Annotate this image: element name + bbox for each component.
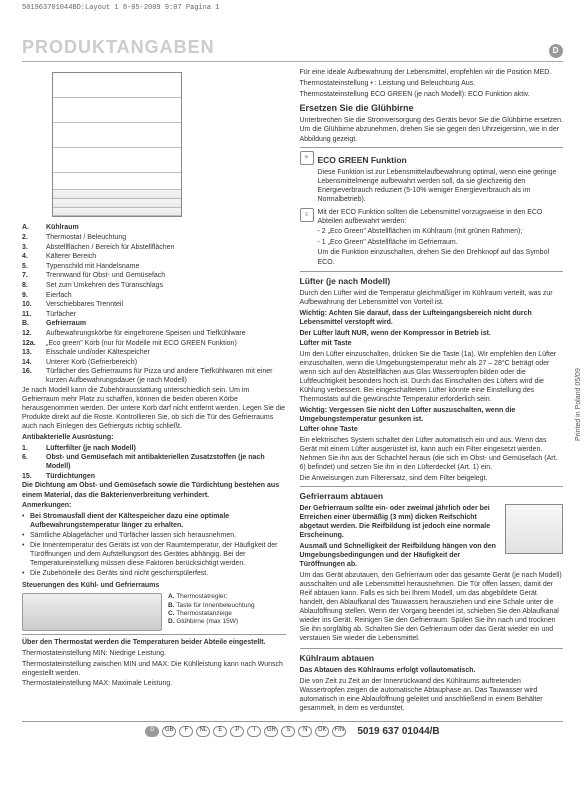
thermostat-head: Über den Thermostat werden die Temperatu… <box>22 638 286 647</box>
legend-num: A. <box>22 223 42 232</box>
lang-chip: P <box>230 726 244 737</box>
legend-text: Kühlraum <box>46 223 79 232</box>
antibak-head: Antibakterielle Ausrüstung: <box>22 433 286 442</box>
footer: D GB F NL E P I GR S N DK FIN 5019 637 0… <box>22 721 563 738</box>
eco-icon: ✳ <box>300 151 314 165</box>
lang-chip: FIN <box>332 726 346 737</box>
lang-chip: GR <box>264 726 278 737</box>
divider <box>300 486 564 487</box>
page-title: PRODUKTANGABEN <box>22 36 215 59</box>
print-origin: Printed in Poland 05/09 <box>574 368 583 441</box>
remarks-head: Anmerkungen: <box>22 501 286 510</box>
divider <box>22 634 286 635</box>
appliance-diagram <box>52 72 182 217</box>
controls-row: A. Thermostatregler; B. Taste für Innenb… <box>22 593 286 631</box>
divider <box>300 147 564 148</box>
legend-list: A.Kühlraum 2.Thermostat / Beleuchtung 3.… <box>22 223 286 385</box>
control-labels: A. Thermostatregler; B. Taste für Innenb… <box>168 593 286 626</box>
antibak-list: 1.Lüfterfilter (je nach Modell) 6.Obst- … <box>22 444 286 481</box>
lang-badge: D <box>549 44 563 58</box>
divider <box>300 271 564 272</box>
lang-chip: E <box>213 726 227 737</box>
controls-head: Steuerungen des Kühl- und Gefrierraums <box>22 581 286 590</box>
lang-chip: F <box>179 726 193 737</box>
defrost-freezer-head: Gefrierraum abtauen <box>300 491 564 502</box>
fan-nobutton-head: Lüfter ohne Taste <box>300 425 564 434</box>
seal-note: Die Dichtung am Obst- und Gemüsefach sow… <box>22 481 286 499</box>
part-number: 5019 637 01044/B <box>357 725 439 738</box>
eco-stack-icon: ≡ <box>300 208 314 222</box>
lang-chip: NL <box>196 726 210 737</box>
defrost-thumb <box>505 504 563 554</box>
right-column: Für eine ideale Aufbewahrung der Lebensm… <box>300 68 564 714</box>
divider <box>300 648 564 649</box>
defrost-fridge-head: Kühlraum abtauen <box>300 653 564 664</box>
fan-button-head: Lüfter mit Taste <box>300 339 564 348</box>
lang-chip: GB <box>162 726 176 737</box>
page-title-row: PRODUKTANGABEN D <box>22 36 563 62</box>
lang-chip: I <box>247 726 261 737</box>
left-column: A.Kühlraum 2.Thermostat / Beleuchtung 3.… <box>22 68 286 714</box>
model-note: Je nach Modell kann die Zubehörausstattu… <box>22 386 286 431</box>
control-strip-image <box>22 593 162 631</box>
lang-chip: DK <box>315 726 329 737</box>
remarks-list: Bei Stromausfall dient der Kältespeicher… <box>22 512 286 579</box>
lang-chip: N <box>298 726 312 737</box>
eco-head: ECO GREEN Funktion <box>318 155 564 166</box>
doc-meta: 501963701044BD:Layout 1 8-05-2009 9:07 P… <box>22 4 219 13</box>
bulb-head: Ersetzen Sie die Glühbirne <box>300 103 564 115</box>
fan-head: Lüfter (je nach Modell) <box>300 276 564 287</box>
lang-chip: D <box>145 726 159 737</box>
lang-chip: S <box>281 726 295 737</box>
